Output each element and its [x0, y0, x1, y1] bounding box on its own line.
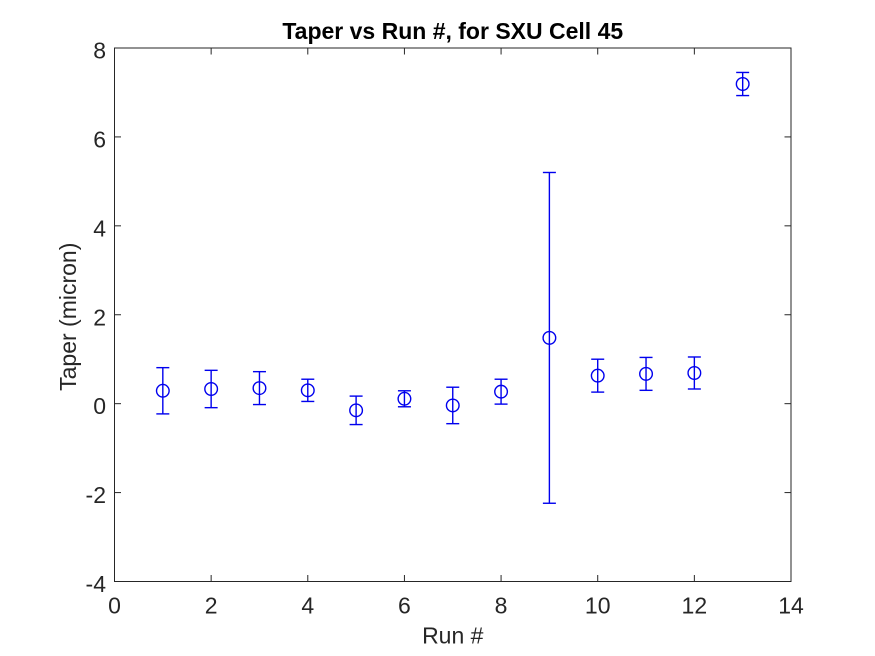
plot-box — [114, 47, 792, 582]
errorbar-point — [590, 358, 605, 393]
y-tick-label: -4 — [86, 571, 107, 597]
y-tick-label: 6 — [93, 126, 106, 152]
x-tick-label: 2 — [205, 593, 218, 619]
errorbar-point — [445, 386, 460, 425]
data-marker — [639, 366, 654, 381]
data-marker — [494, 384, 509, 399]
errorbar-point — [735, 71, 750, 97]
data-marker — [542, 330, 557, 345]
errorbar-point — [252, 370, 267, 406]
y-tick-label: 4 — [93, 215, 106, 241]
errorbar-point — [542, 171, 557, 504]
errorbar-point — [687, 356, 702, 390]
errorbar-point — [639, 356, 654, 392]
y-tick-label: -2 — [86, 482, 106, 508]
data-marker — [300, 383, 315, 398]
errorbar-point — [155, 366, 170, 415]
x-tick-label: 12 — [682, 593, 708, 619]
y-tick-label: 8 — [93, 38, 106, 64]
x-tick-label: 6 — [398, 593, 411, 619]
errorbar-point — [397, 390, 412, 408]
y-tick-label: 0 — [93, 393, 106, 419]
data-marker — [735, 77, 750, 92]
errorbar-point — [204, 369, 219, 409]
data-marker — [397, 391, 412, 406]
x-tick-label: 8 — [495, 593, 508, 619]
data-marker — [155, 383, 170, 398]
x-tick-label: 10 — [585, 593, 611, 619]
y-tick-label: 2 — [93, 304, 106, 330]
x-axis-label: Run # — [422, 623, 484, 649]
x-tick-label: 0 — [108, 593, 121, 619]
errorbar-point — [349, 395, 364, 426]
x-tick-label: 4 — [301, 593, 314, 619]
data-marker — [590, 368, 605, 383]
errorbar-point — [300, 378, 315, 403]
data-series-taper — [155, 71, 750, 504]
chart-title: Taper vs Run #, for SXU Cell 45 — [282, 18, 623, 44]
data-marker — [445, 398, 460, 413]
data-marker — [252, 381, 267, 396]
data-marker — [687, 365, 702, 380]
x-tick-label: 14 — [778, 593, 804, 619]
axes-layer: 0 2 4 6 8 10 12 14 -4 -2 0 2 4 6 8 — [86, 38, 804, 619]
data-marker — [349, 403, 364, 418]
data-marker — [204, 381, 219, 396]
errorbar-point — [494, 378, 509, 405]
y-axis-label: Taper (micron) — [55, 243, 81, 391]
